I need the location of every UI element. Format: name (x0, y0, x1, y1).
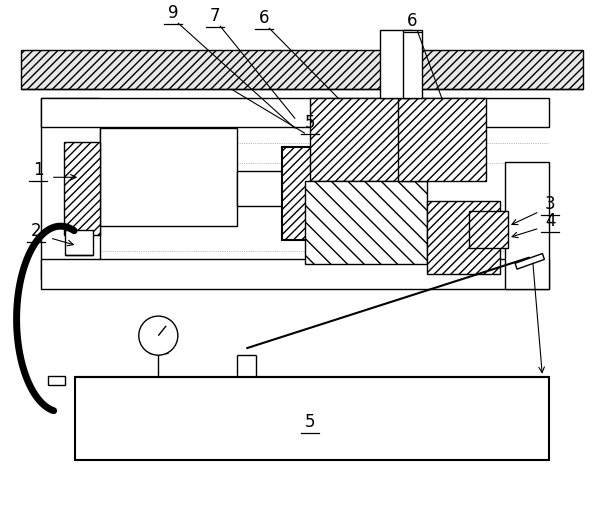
Text: 6: 6 (259, 9, 269, 27)
Bar (427, 201, 501, 274)
Polygon shape (515, 253, 544, 269)
Bar (65, 230, 93, 254)
Bar (41, 98, 549, 127)
Text: 7: 7 (210, 7, 220, 25)
Bar (398, 98, 486, 181)
Bar (380, 30, 413, 98)
Text: 1: 1 (33, 161, 43, 179)
Bar (403, 30, 422, 98)
Bar (310, 98, 403, 181)
Bar (305, 181, 427, 264)
Bar (506, 161, 549, 289)
Text: 5: 5 (304, 114, 315, 132)
Bar (63, 142, 100, 235)
Bar (41, 260, 549, 289)
Bar (283, 147, 315, 240)
Text: 6: 6 (407, 12, 418, 30)
Text: 5: 5 (304, 413, 315, 431)
Bar (237, 171, 305, 205)
Circle shape (139, 316, 178, 355)
Text: 2: 2 (31, 222, 42, 240)
Text: 4: 4 (545, 212, 556, 230)
Bar (41, 98, 100, 279)
Bar (100, 128, 237, 226)
Bar (22, 50, 583, 89)
Bar (76, 377, 549, 460)
Bar (48, 376, 65, 385)
Text: 9: 9 (168, 4, 178, 22)
Bar (469, 211, 508, 248)
Text: 3: 3 (545, 195, 556, 214)
